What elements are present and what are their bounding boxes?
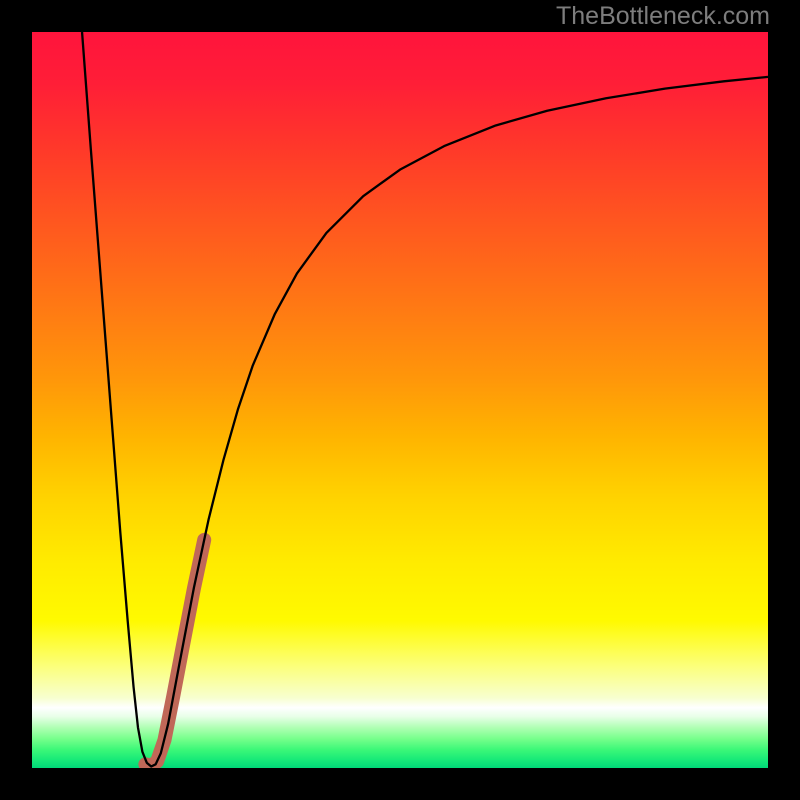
figure-root: TheBottleneck.com	[0, 0, 800, 800]
attribution-watermark: TheBottleneck.com	[556, 2, 770, 31]
bottleneck-chart	[32, 32, 768, 768]
